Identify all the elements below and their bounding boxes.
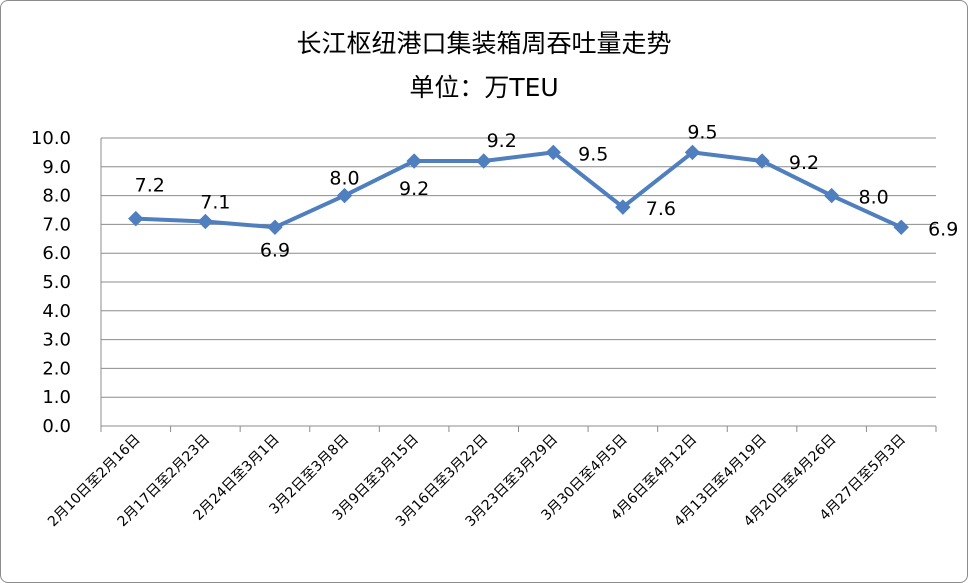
y-tick-label: 7.0 (42, 214, 71, 235)
data-label: 7.2 (135, 175, 165, 197)
data-point (615, 199, 631, 215)
data-label: 7.1 (200, 192, 230, 214)
data-point (754, 153, 770, 169)
y-tick-label: 2.0 (42, 358, 71, 379)
data-point (406, 153, 422, 169)
data-label: 8.0 (859, 187, 889, 209)
y-tick-label: 0.0 (42, 416, 71, 437)
data-point (267, 219, 283, 235)
data-label: 9.5 (578, 143, 608, 165)
y-tick-label: 1.0 (42, 387, 71, 408)
data-label: 9.2 (789, 152, 819, 174)
data-label: 6.9 (928, 218, 958, 240)
data-point (684, 144, 701, 161)
data-label: 6.9 (260, 239, 290, 261)
data-label: 9.2 (399, 178, 429, 200)
data-label: 9.2 (487, 130, 517, 152)
series-line (135, 150, 903, 230)
data-point (128, 210, 144, 227)
data-point (545, 144, 561, 161)
data-point (823, 187, 840, 204)
y-tick-label: 6.0 (42, 243, 71, 264)
chart-title: 长江枢纽港口集装箱周吞吐量走势 (296, 29, 672, 58)
data-point (476, 153, 492, 169)
data-label: 9.5 (687, 121, 717, 143)
y-tick-label: 5.0 (42, 272, 71, 293)
y-tick-label: 4.0 (42, 301, 71, 322)
data-label: 7.6 (646, 198, 676, 220)
data-point (893, 219, 909, 235)
y-tick-label: 10.0 (31, 128, 71, 149)
y-tick-label: 9.0 (42, 157, 71, 178)
y-tick-label: 8.0 (42, 186, 71, 207)
data-point (336, 187, 353, 204)
y-tick-label: 3.0 (42, 330, 71, 351)
data-point (197, 213, 214, 230)
chart-subtitle: 单位：万TEU (409, 73, 559, 102)
data-label: 8.0 (329, 168, 359, 190)
